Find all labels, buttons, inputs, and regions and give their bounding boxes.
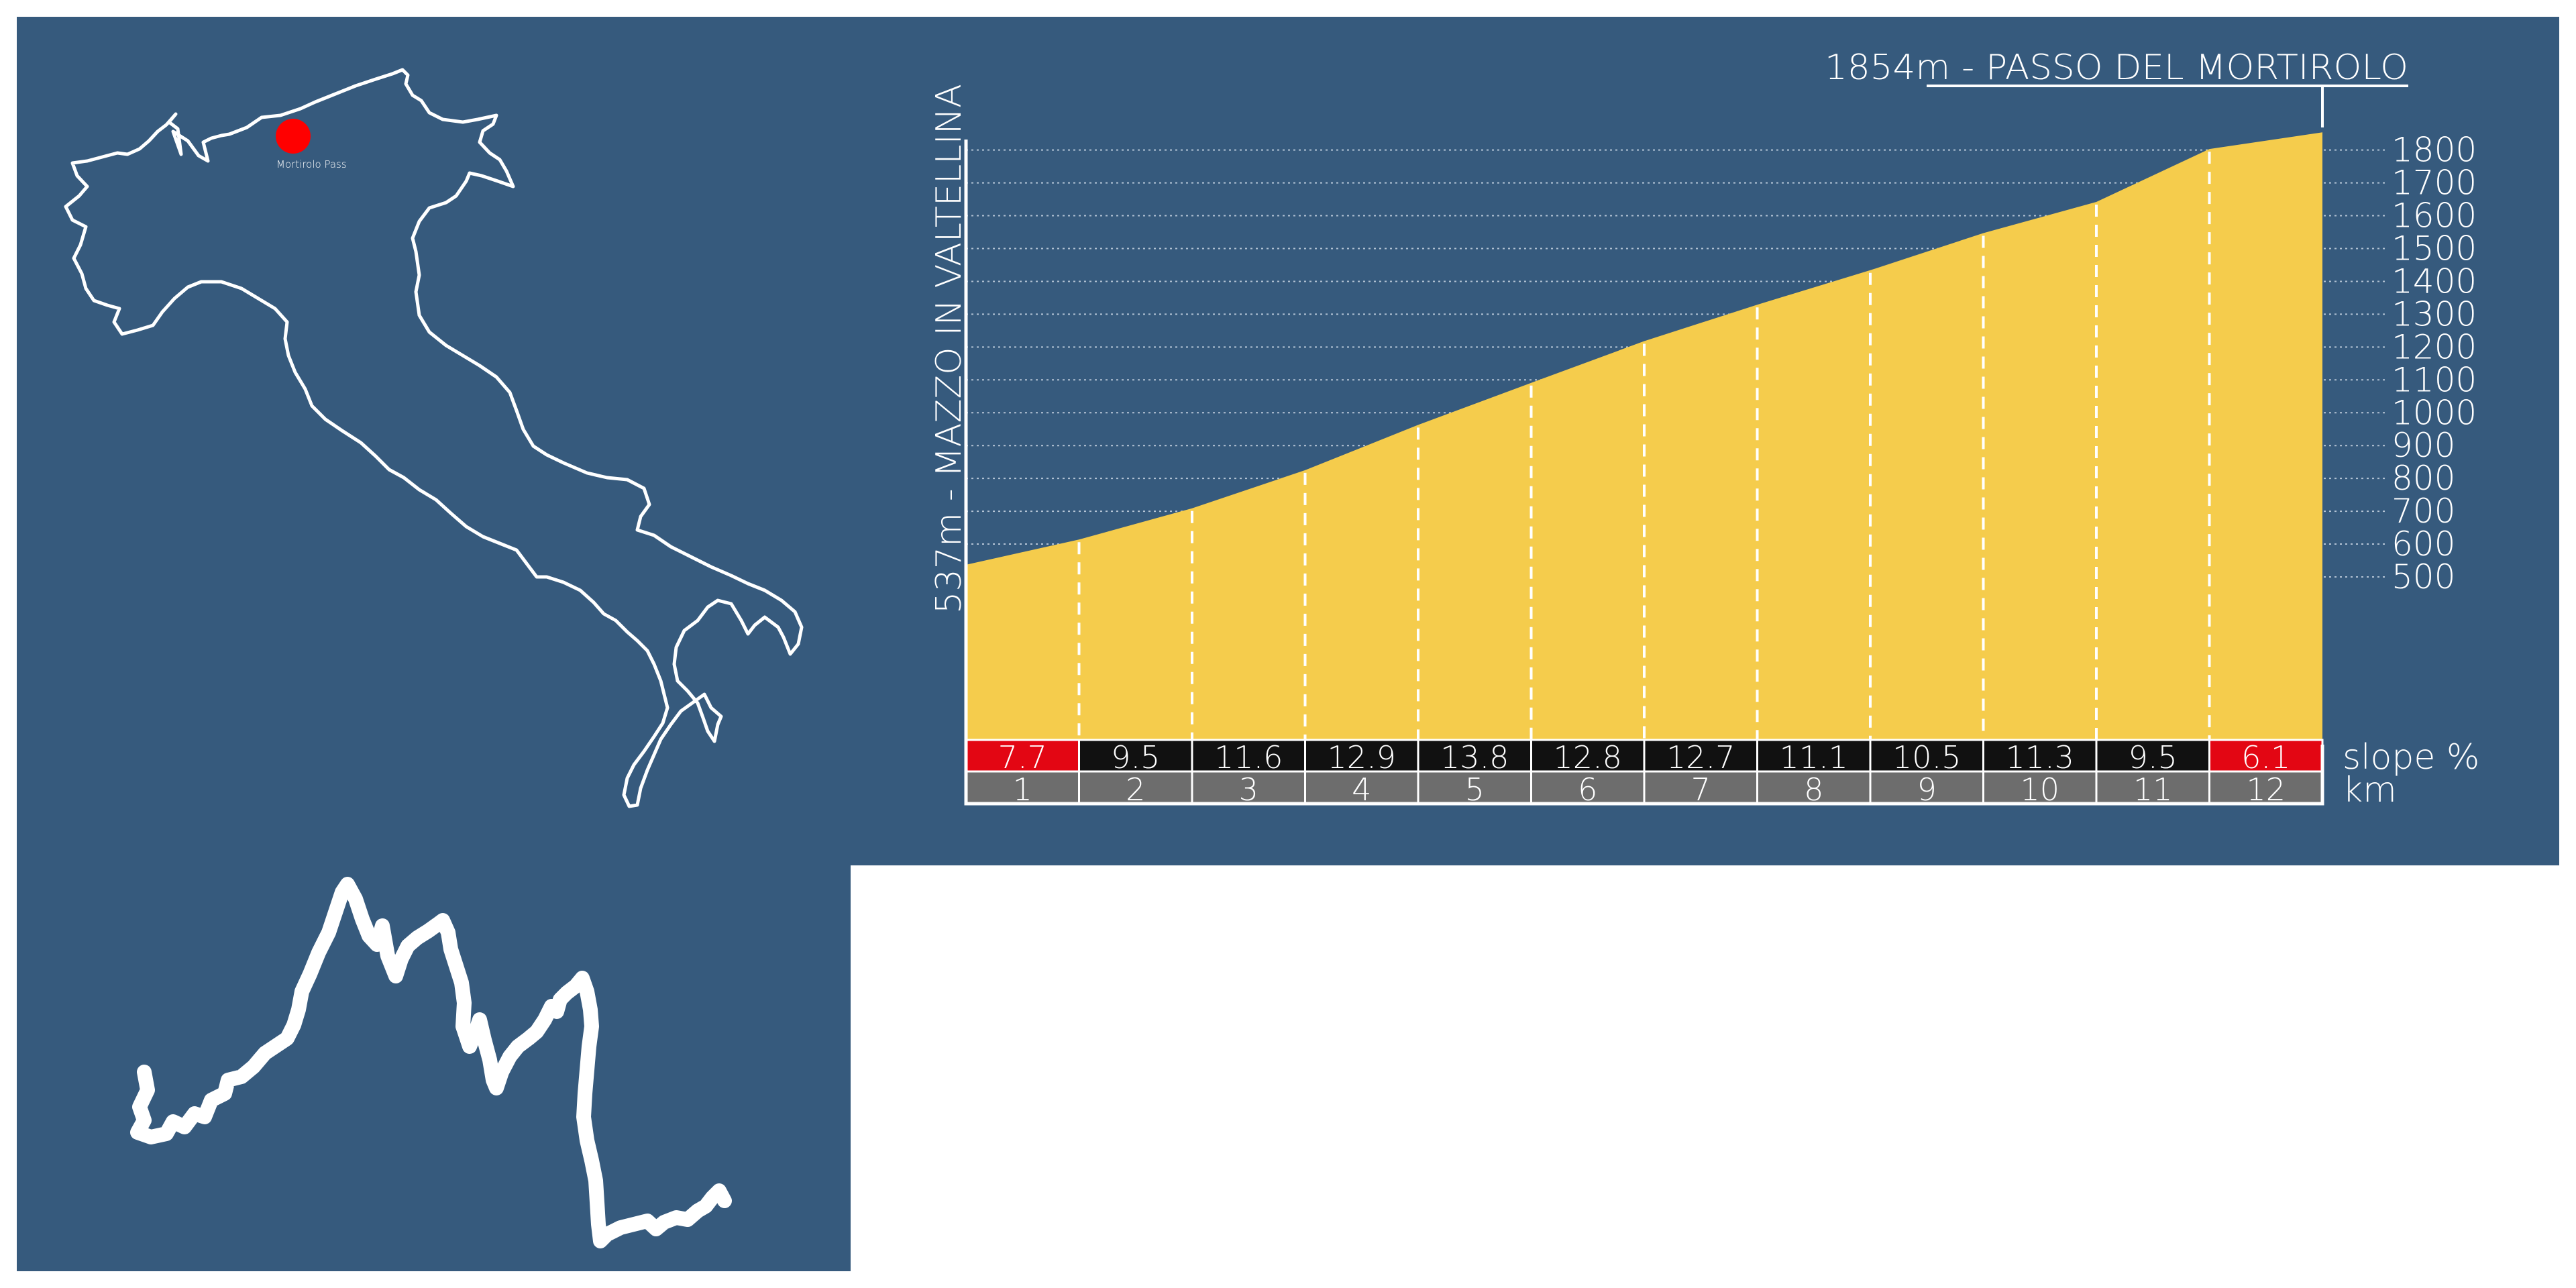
slope-value: 11.3 — [2006, 739, 2074, 775]
slope-value: 12.7 — [1666, 739, 1735, 775]
route-path — [130, 877, 732, 1248]
chart-title: 1854m - PASSO DEL MORTIROLO — [1825, 48, 2408, 88]
y-tick-label: 1300 — [2392, 294, 2477, 333]
slope-value: 7.7 — [998, 739, 1047, 775]
slope-cell — [1530, 739, 1646, 773]
km-cell — [1530, 770, 1646, 805]
km-cell — [1643, 770, 1758, 805]
km-value: 4 — [1352, 771, 1371, 808]
slope-value: 6.1 — [2241, 739, 2290, 775]
route-outline — [130, 877, 732, 1248]
km-value: 3 — [1239, 771, 1258, 808]
elevation-chart: 5006007008009001000110012001300140015001… — [929, 48, 2479, 810]
km-value: 9 — [1917, 771, 1937, 808]
y-tick-label: 600 — [2392, 525, 2455, 564]
slope-row-label: slope % — [2343, 737, 2479, 777]
slope-value: 12.8 — [1554, 739, 1622, 775]
km-value: 6 — [1578, 771, 1597, 808]
km-cell — [1304, 770, 1419, 805]
slope-value: 9.5 — [2129, 739, 2178, 775]
mortirolo-pass-label: Mortirolo Pass — [276, 158, 347, 170]
y-tick-label: 900 — [2392, 426, 2455, 465]
italy-map: Mortirolo Pass — [64, 68, 804, 808]
slope-value: 12.9 — [1328, 739, 1396, 775]
y-tick-label: 1800 — [2392, 131, 2477, 170]
slope-value: 10.5 — [1892, 739, 1961, 775]
chart-frame — [964, 140, 2324, 806]
slope-value: 11.6 — [1214, 739, 1283, 775]
km-value: 10 — [2020, 771, 2059, 808]
km-cell — [1756, 770, 1872, 805]
slope-row: 7.7 9.5 11.6 12.9 13.8 12.8 12.7 11.1 10.5 11.3 9.… — [965, 739, 2324, 775]
km-value: 12 — [2246, 771, 2286, 808]
y-tick-label: 1000 — [2392, 393, 2477, 432]
slope-value: 13.8 — [1440, 739, 1509, 775]
y-tick-label: 1500 — [2392, 229, 2477, 268]
y-tick-labels: 5006007008009001000110012001300140015001… — [2392, 131, 2477, 596]
slope-value: 11.1 — [1780, 739, 1848, 775]
km-value: 7 — [1691, 771, 1711, 808]
km-value: 5 — [1465, 771, 1485, 808]
km-cell — [2208, 770, 2324, 805]
km-value: 1 — [1013, 771, 1032, 808]
km-row-label: km — [2343, 770, 2397, 810]
y-tick-label: 800 — [2392, 459, 2455, 498]
y-tick-label: 1100 — [2392, 360, 2477, 399]
y-tick-label: 500 — [2392, 557, 2455, 596]
italy-outline — [64, 68, 804, 808]
mortirolo-pass-marker — [276, 119, 311, 154]
slope-cell — [2208, 739, 2324, 773]
km-value: 8 — [1804, 771, 1823, 808]
y-tick-label: 1600 — [2392, 197, 2477, 235]
start-label: 537m - MAZZO IN VALTELLINA — [929, 84, 969, 614]
y-tick-label: 1200 — [2392, 327, 2477, 366]
y-tick-label: 700 — [2392, 492, 2455, 531]
slope-value: 9.5 — [1111, 739, 1160, 775]
slope-cell — [1982, 739, 2098, 773]
km-value: 11 — [2133, 771, 2173, 808]
y-tick-label: 1400 — [2392, 262, 2477, 301]
km-value: 2 — [1126, 771, 1145, 808]
slope-cell — [1643, 739, 1758, 773]
y-tick-label: 1700 — [2392, 164, 2477, 203]
km-dividers — [1077, 152, 2211, 740]
